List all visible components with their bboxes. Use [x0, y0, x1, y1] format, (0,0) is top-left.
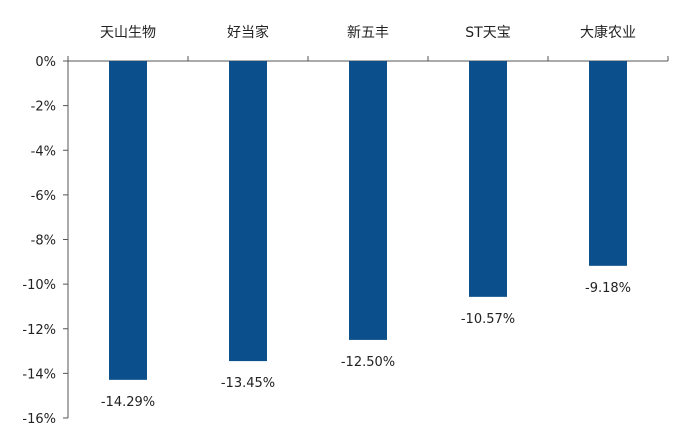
y-tick-label: -2%	[31, 100, 56, 115]
y-tick-label: -8%	[31, 234, 56, 249]
category-label: 天山生物	[100, 25, 156, 41]
y-tick-label: -6%	[31, 189, 56, 204]
category-labels: 天山生物 好当家 新五丰 ST天宝 大康农业	[100, 24, 636, 41]
bar	[229, 61, 267, 361]
bar	[109, 61, 147, 380]
bars	[109, 61, 627, 380]
y-tick-label: -4%	[31, 144, 56, 159]
bar	[469, 61, 507, 297]
x-axis	[68, 56, 668, 61]
bar	[589, 61, 627, 266]
data-label: -12.50%	[341, 355, 395, 370]
category-label: 新五丰	[347, 25, 389, 41]
y-tick-label: -12%	[22, 323, 56, 338]
data-label: -9.18%	[585, 281, 631, 296]
y-tick-label: 0%	[35, 55, 56, 70]
category-label: 好当家	[227, 24, 269, 41]
y-axis: 0% -2% -4% -6% -8% -10% -12% -14% -16%	[22, 55, 68, 425]
data-label: -14.29%	[101, 395, 155, 410]
category-label: ST天宝	[465, 25, 510, 41]
y-tick-label: -14%	[22, 367, 56, 382]
data-label: -13.45%	[221, 376, 275, 391]
y-tick-label: -16%	[22, 412, 56, 425]
category-label: 大康农业	[580, 24, 636, 41]
y-tick-label: -10%	[22, 278, 56, 293]
bar	[349, 61, 387, 340]
data-label: -10.57%	[461, 312, 515, 327]
